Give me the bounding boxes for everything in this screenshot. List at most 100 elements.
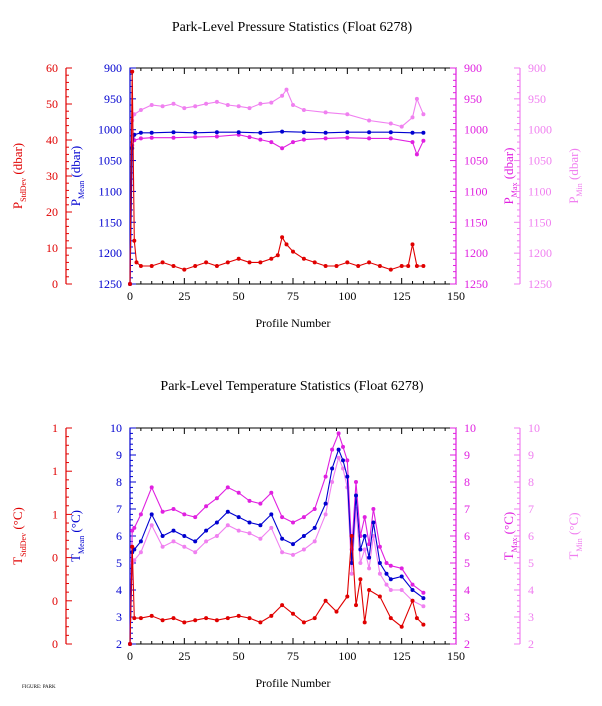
max-data-point <box>130 528 135 533</box>
x-tick-label: 0 <box>127 289 133 303</box>
max-data-point <box>225 485 230 490</box>
max-tick-label: 950 <box>464 92 482 106</box>
stddev-data-point <box>193 264 198 268</box>
max-tick-label: 1050 <box>464 154 488 168</box>
min-axis-label: PMin (dbar) <box>566 148 584 204</box>
stddev-data-point <box>410 242 415 247</box>
max-data-point <box>171 135 176 140</box>
x-tick-label: 125 <box>393 289 411 303</box>
mean-data-point <box>301 534 306 538</box>
max-tick-label: 1100 <box>464 184 488 198</box>
min-data-point <box>214 99 219 104</box>
stddev-data-point <box>247 616 252 621</box>
stddev-data-point <box>312 260 317 265</box>
mean-data-point <box>301 130 306 135</box>
stddev-data-point <box>345 260 350 265</box>
mean-tick-label: 10 <box>110 421 122 435</box>
max-data-point <box>160 509 165 514</box>
max-data-point <box>399 566 404 571</box>
mean-data-point <box>377 561 382 565</box>
x-tick-label: 125 <box>393 649 411 663</box>
min-data-point <box>388 121 393 126</box>
stddev-data-point <box>171 264 176 268</box>
mean-data-point <box>371 520 376 525</box>
mean-data-point <box>345 474 350 479</box>
mean-tick-label: 6 <box>116 529 122 543</box>
mean-tick-label: 1000 <box>98 123 122 137</box>
max-data-point <box>336 431 341 436</box>
min-data-point <box>421 112 426 117</box>
stddev-data-point <box>334 609 339 614</box>
mean-data-point <box>349 561 354 565</box>
max-data-point <box>345 135 350 140</box>
min-data-point <box>388 588 393 592</box>
stddev-data-point <box>323 264 328 268</box>
stddev-data-point <box>160 618 165 623</box>
max-data-point <box>204 504 209 509</box>
min-data-point <box>132 558 137 563</box>
min-tick-label: 2 <box>528 637 534 651</box>
max-data-point <box>345 458 350 463</box>
x-tick-label: 50 <box>233 649 245 663</box>
mean-data-point <box>204 528 209 533</box>
min-tick-label: 3 <box>528 610 534 624</box>
stddev-tick-label: 0 <box>52 637 58 651</box>
stddev-axis-label: TStdDev (°C) <box>10 507 28 565</box>
stddev-data-point <box>399 264 404 268</box>
stddev-data-point <box>132 238 137 243</box>
stddev-data-point <box>182 620 187 625</box>
mean-data-point <box>410 588 415 592</box>
stddev-tick-label: 0 <box>52 277 58 291</box>
min-tick-label: 950 <box>528 92 546 106</box>
min-data-point <box>367 566 372 571</box>
stddev-data-point <box>160 260 165 265</box>
min-data-point <box>258 536 263 541</box>
min-data-point <box>225 523 230 528</box>
stddev-data-point <box>138 264 143 268</box>
mean-data-point <box>258 130 263 135</box>
min-data-point <box>301 547 306 552</box>
stddev-data-point <box>280 603 285 608</box>
min-data-point <box>138 108 143 112</box>
pressure-chart: Park-Level Pressure Statistics (Float 62… <box>10 20 584 330</box>
mean-data-point <box>280 129 285 134</box>
mean-tick-label: 1050 <box>98 154 122 168</box>
min-tick-label: 1200 <box>528 246 552 260</box>
stddev-data-point <box>193 618 198 623</box>
min-data-point <box>358 561 363 565</box>
mean-data-point <box>182 534 187 538</box>
mean-tick-label: 1250 <box>98 277 122 291</box>
max-data-point <box>414 152 419 157</box>
max-axis-label: PMax (dbar) <box>501 148 519 205</box>
stddev-data-point <box>214 618 219 623</box>
stddev-data-point <box>406 264 411 268</box>
stddev-data-point <box>356 264 361 268</box>
stddev-series-line <box>129 535 424 645</box>
mean-data-point <box>421 130 426 135</box>
stddev-data-point <box>421 622 426 627</box>
stddev-data-point <box>258 620 263 625</box>
max-data-point <box>269 140 274 145</box>
max-tick-label: 900 <box>464 61 482 75</box>
min-tick-label: 1100 <box>528 184 552 198</box>
pressure-chart-title: Park-Level Pressure Statistics (Float 62… <box>172 20 413 35</box>
min-tick-label: 8 <box>528 475 534 489</box>
min-data-point <box>399 124 404 129</box>
mean-tick-label: 7 <box>116 502 122 516</box>
min-tick-label: 900 <box>528 61 546 75</box>
mean-data-point <box>247 520 252 525</box>
max-data-point <box>323 474 328 479</box>
stddev-data-point <box>236 613 241 618</box>
stddev-data-point <box>225 616 230 621</box>
stddev-data-point <box>134 260 139 265</box>
stddev-data-point <box>367 588 372 592</box>
min-data-point <box>204 101 209 106</box>
min-data-point <box>160 104 165 109</box>
mean-data-point <box>323 501 328 506</box>
max-tick-label: 2 <box>464 637 470 651</box>
stddev-data-point <box>275 253 280 258</box>
stddev-data-point <box>130 544 135 549</box>
min-tick-label: 1050 <box>528 154 552 168</box>
mean-tick-label: 1100 <box>98 184 122 198</box>
mean-tick-label: 9 <box>116 448 122 462</box>
